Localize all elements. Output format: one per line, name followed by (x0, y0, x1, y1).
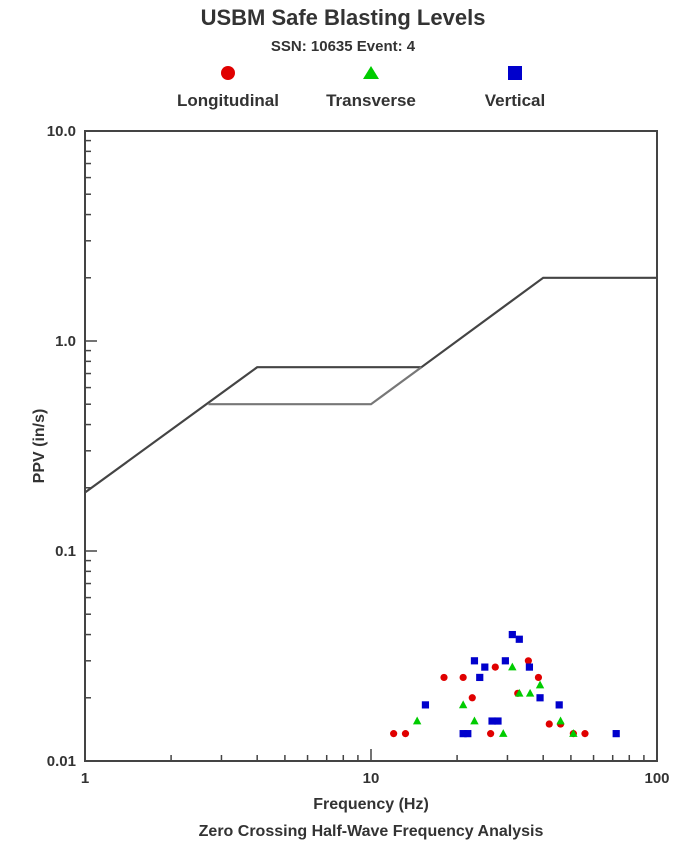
y-axis-label: PPV (in/s) (31, 409, 48, 484)
point-transverse (412, 716, 422, 725)
point-transverse (458, 700, 468, 709)
point-vertical (481, 663, 489, 671)
chart-title: USBM Safe Blasting Levels (201, 5, 486, 30)
chart-subtitle: SSN: 10635 Event: 4 (271, 38, 416, 55)
point-vertical (459, 730, 467, 738)
point-transverse (499, 729, 508, 737)
x-axis-label: Frequency (Hz) (313, 796, 429, 813)
point-longitudinal (468, 694, 476, 702)
y-axis: 0.01 0.1 1.0 10.0 (47, 123, 97, 770)
point-transverse (515, 688, 524, 697)
limit-line-2 (208, 366, 423, 406)
point-longitudinal (401, 730, 410, 738)
legend-marker-transverse (363, 66, 379, 79)
data-points (390, 630, 620, 738)
x-tick-label-10: 10 (363, 770, 380, 787)
point-longitudinal (491, 663, 499, 671)
point-vertical (476, 673, 484, 682)
legend-label-transverse: Transverse (326, 91, 416, 110)
point-transverse (508, 662, 517, 671)
point-vertical (612, 730, 620, 738)
point-vertical (470, 657, 479, 665)
point-longitudinal (487, 730, 495, 738)
x-axis-sublabel: Zero Crossing Half-Wave Frequency Analys… (199, 823, 544, 840)
point-longitudinal (524, 657, 532, 665)
point-vertical (464, 730, 472, 738)
legend-label-vertical: Vertical (485, 91, 546, 110)
legend-marker-longitudinal (221, 66, 235, 80)
point-vertical (421, 701, 430, 709)
point-transverse (470, 716, 479, 725)
point-longitudinal (545, 720, 553, 728)
point-transverse (535, 680, 545, 689)
point-transverse (556, 716, 565, 725)
x-tick-label-1: 1 (81, 770, 89, 787)
y-tick-label-0-01: 0.01 (47, 753, 76, 770)
point-longitudinal (440, 673, 448, 682)
x-axis: 1 10 100 (81, 749, 670, 787)
point-transverse (525, 688, 535, 697)
point-vertical (488, 717, 496, 725)
point-longitudinal (581, 730, 589, 738)
legend-label-longitudinal: Longitudinal (177, 91, 279, 110)
x-tick-label-100: 100 (644, 770, 669, 787)
point-vertical (525, 663, 534, 671)
safe-limit-lines (84, 276, 657, 494)
point-longitudinal (534, 673, 543, 682)
point-vertical (501, 657, 509, 665)
y-tick-label-1-0: 1.0 (55, 333, 76, 350)
y-tick-label-10-0: 10.0 (47, 123, 76, 140)
legend-marker-vertical (508, 66, 522, 80)
legend: Longitudinal Transverse Vertical (177, 66, 545, 110)
y-tick-label-0-1: 0.1 (55, 543, 76, 560)
point-longitudinal (459, 673, 467, 682)
point-vertical (508, 630, 516, 639)
plot-area (84, 130, 658, 762)
point-vertical (536, 694, 544, 702)
point-vertical (555, 701, 563, 709)
point-transverse (569, 729, 578, 737)
point-longitudinal (390, 730, 398, 738)
point-vertical (515, 635, 523, 643)
point-vertical (494, 717, 502, 725)
